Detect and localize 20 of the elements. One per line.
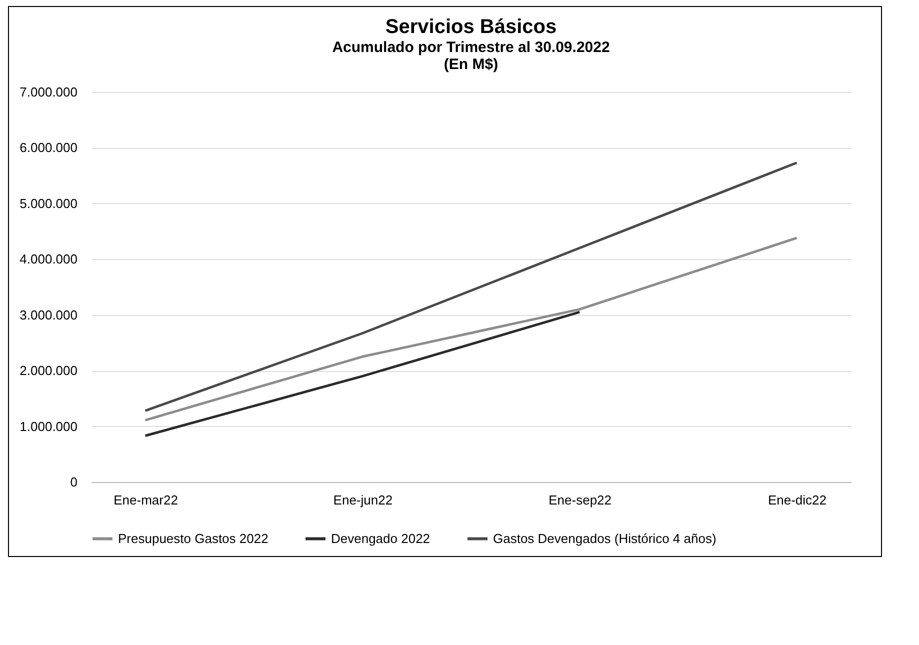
x-tick-label: Ene-mar22 — [114, 492, 178, 508]
y-tick-label: 3.000.000 — [20, 307, 78, 322]
y-tick-label: 4.000.000 — [20, 252, 78, 267]
x-tick-label: Ene-jun22 — [333, 492, 393, 508]
legend-label: Gastos Devengados (Histórico 4 años) — [493, 530, 716, 546]
y-tick-label: 6.000.000 — [20, 140, 78, 156]
y-tick-label: 5.000.000 — [20, 196, 78, 211]
text: (En M$) — [444, 56, 498, 73]
legend-label: Presupuesto Gastos 2022 — [118, 530, 268, 546]
y-tick-label: 1.000.000 — [20, 418, 78, 434]
y-tick-label: 0 — [70, 474, 78, 490]
x-tick-label: Ene-sep22 — [548, 492, 612, 508]
y-tick-label: 2.000.000 — [20, 363, 78, 378]
legend-label: Devengado 2022 — [331, 530, 430, 546]
line-series — [144, 236, 798, 422]
chart-title: Servicios Básicos — [385, 16, 557, 38]
y-tick-label: 7.000.000 — [20, 84, 78, 100]
text: Acumulado por Trimestre al 30.09.2022 — [332, 39, 610, 56]
line-series — [144, 162, 798, 412]
x-tick-label: Ene-dic22 — [768, 492, 826, 508]
